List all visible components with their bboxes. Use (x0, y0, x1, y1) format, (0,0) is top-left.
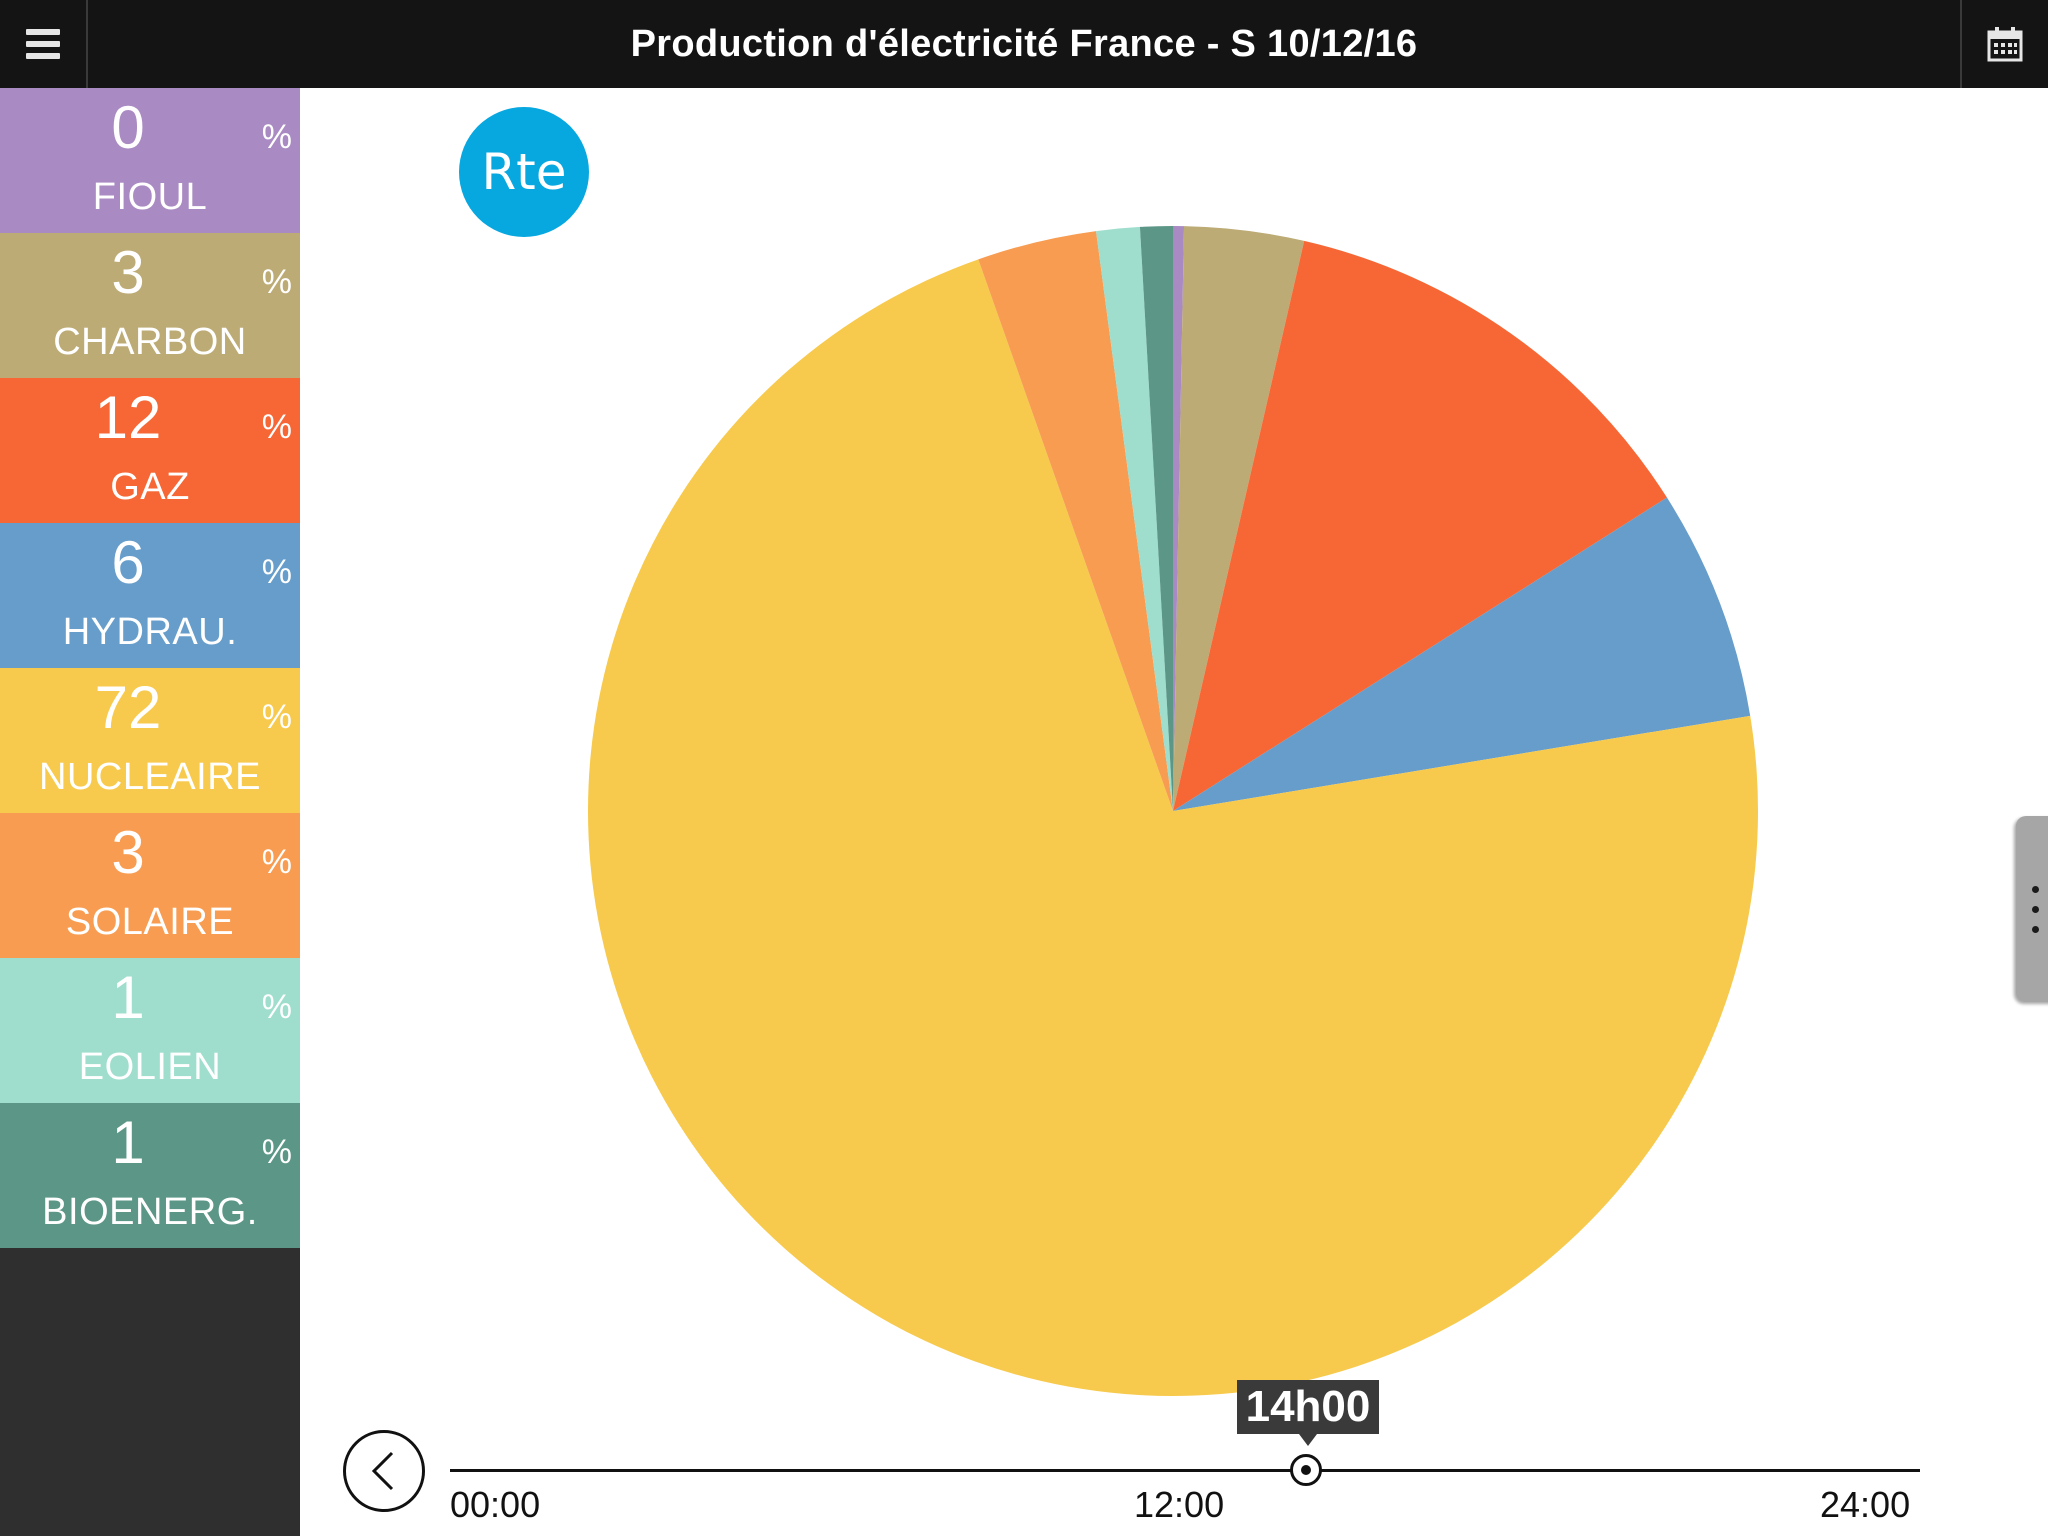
page-title: Production d'électricité France - S 10/1… (630, 22, 1418, 65)
calendar-icon (1987, 27, 2023, 62)
source-value: 1 (111, 964, 145, 1031)
chevron-left-icon (371, 1451, 394, 1491)
pie-slice-gaz (1173, 240, 1667, 811)
source-tile-gaz[interactable]: 12 % GAZ (0, 378, 300, 523)
pie-slice-eolien (1096, 226, 1173, 812)
tick-label-end: 24:00 (1820, 1484, 1911, 1525)
source-tile-nucleaire[interactable]: 72 % NUCLEAIRE (0, 668, 300, 813)
source-tile-charbon[interactable]: 3 % CHARBON (0, 233, 300, 378)
percent-unit: % (261, 698, 292, 736)
pie-slice-nucleaire (587, 259, 1758, 1396)
source-value: 12 (94, 384, 162, 451)
calendar-button[interactable] (1960, 0, 2048, 88)
source-value: 1 (111, 1109, 145, 1176)
source-value: 72 (94, 674, 162, 741)
pie-slice-hydrau (1173, 497, 1751, 811)
percent-unit: % (261, 1133, 292, 1171)
source-label: CHARBON (53, 321, 247, 363)
handle-dot-icon (2032, 906, 2039, 913)
time-slider-knob[interactable] (1290, 1454, 1322, 1486)
previous-button[interactable] (343, 1430, 425, 1512)
percent-unit: % (261, 263, 292, 301)
percent-unit: % (261, 118, 292, 156)
percent-unit: % (261, 988, 292, 1026)
source-tile-hydrau[interactable]: 6 % HYDRAU. (0, 523, 300, 668)
time-slider-track[interactable] (450, 1469, 1920, 1472)
source-label: BIOENERG. (42, 1191, 258, 1233)
source-tile-solaire[interactable]: 3 % SOLAIRE (0, 813, 300, 958)
tick-label-start: 00:00 (450, 1484, 541, 1525)
percent-unit: % (261, 553, 292, 591)
source-value: 3 (111, 819, 145, 886)
handle-dot-icon (2032, 926, 2039, 933)
source-label: HYDRAU. (62, 611, 238, 653)
pie-slice-solaire (978, 231, 1173, 812)
drawer-handle[interactable] (2016, 816, 2048, 1002)
hamburger-menu-icon (26, 29, 60, 59)
source-label: NUCLEAIRE (39, 756, 261, 798)
pie-slice-fioul (1173, 226, 1185, 811)
source-label: FIOUL (92, 176, 208, 218)
rte-logo: Rte (459, 107, 589, 237)
app-header: Production d'électricité France - S 10/1… (0, 0, 2048, 88)
pie-slice-charbon (1173, 226, 1305, 811)
source-label: SOLAIRE (65, 901, 235, 943)
percent-unit: % (261, 843, 292, 881)
source-tile-bioenerg[interactable]: 1 % BIOENERG. (0, 1103, 300, 1248)
menu-button[interactable] (0, 0, 88, 88)
time-bubble: 14h00 (1237, 1380, 1379, 1446)
source-tile-fioul[interactable]: 0 % FIOUL (0, 88, 300, 233)
source-value: 6 (111, 529, 145, 596)
handle-dot-icon (2032, 886, 2039, 893)
source-sidebar: 0 % FIOUL 3 % CHARBON 12 % GAZ 6 % HYDRA… (0, 88, 300, 1536)
tick-label-middle: 12:00 (1134, 1484, 1225, 1525)
source-label: EOLIEN (78, 1046, 222, 1088)
pie-slice-bioenerg (1139, 226, 1173, 811)
source-label: GAZ (110, 466, 190, 508)
source-value: 0 (111, 94, 145, 161)
source-tile-eolien[interactable]: 1 % EOLIEN (0, 958, 300, 1103)
source-value: 3 (111, 239, 145, 306)
percent-unit: % (261, 408, 292, 446)
